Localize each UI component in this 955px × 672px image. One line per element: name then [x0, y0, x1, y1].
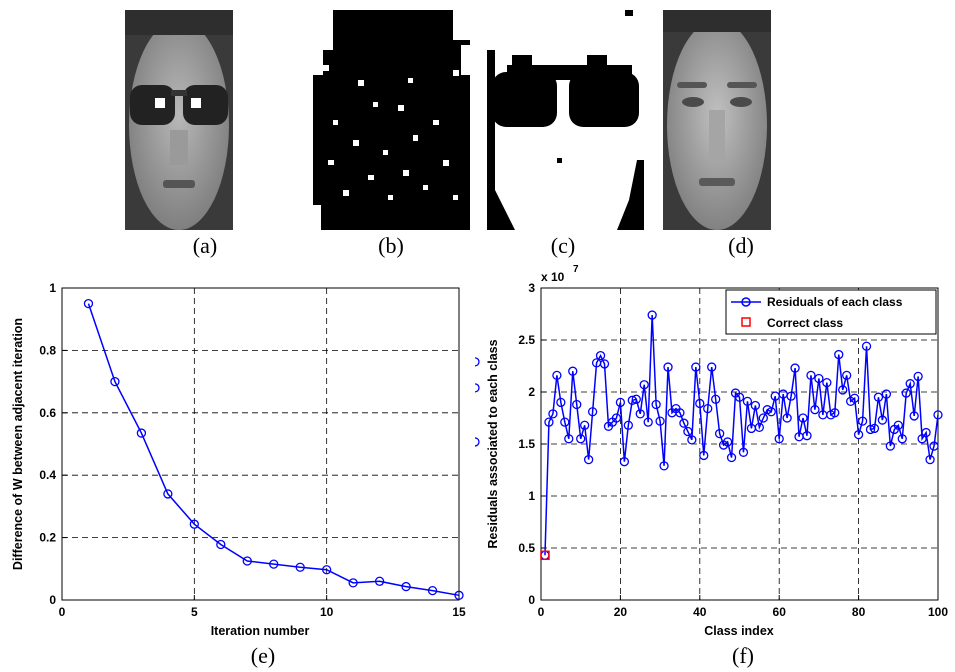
y-tick-label: 0.2	[39, 531, 56, 545]
x-tick-label: 20	[614, 605, 628, 619]
error-mask-image-b	[313, 10, 470, 230]
x-tick-label: 0	[538, 605, 545, 619]
legend: Residuals of each class Correct class	[726, 290, 936, 334]
data-point	[475, 384, 479, 392]
x-tick-label: 10	[320, 605, 334, 619]
y-axis-label: Difference of W between adjacent iterati…	[11, 318, 25, 570]
caption-f: (f)	[713, 643, 773, 669]
y-tick-label: 1	[49, 281, 56, 295]
x-tick-label: 80	[852, 605, 866, 619]
legend-label-residuals: Residuals of each class	[767, 295, 903, 309]
x-tick-label: 5	[191, 605, 198, 619]
x-tick-label: 40	[693, 605, 707, 619]
x-axis-label: Class index	[704, 624, 774, 638]
caption-b: (b)	[361, 233, 421, 259]
y-tick-label: 1	[528, 489, 535, 503]
exponent-power: 7	[573, 264, 579, 275]
face-image-a	[125, 10, 233, 230]
caption-e: (e)	[233, 643, 293, 669]
y-tick-label: 0	[528, 593, 535, 607]
y-tick-label: 0	[49, 593, 56, 607]
y-tick-label: 2.5	[518, 333, 535, 347]
y-tick-label: 0.8	[39, 343, 56, 357]
legend-label-correct: Correct class	[767, 316, 843, 330]
chart-f: 0 20 40 60 80 100 0 0.5 1 1.5 2 2.5 3 x 10 7 Residua…	[475, 255, 955, 642]
exponent-label: x 10	[541, 270, 565, 284]
series-line	[88, 304, 459, 596]
x-tick-label: 0	[59, 605, 66, 619]
y-tick-label: 2	[528, 385, 535, 399]
y-tick-label: 0.6	[39, 406, 56, 420]
data-point	[84, 300, 92, 308]
x-tick-label: 15	[452, 605, 466, 619]
caption-a: (a)	[175, 233, 235, 259]
data-point	[475, 438, 479, 446]
y-tick-label: 3	[528, 281, 535, 295]
face-image-d	[663, 10, 771, 230]
x-axis-label: Iteration number	[211, 624, 310, 638]
y-axis-label: Residuals associated to each class	[486, 339, 500, 548]
y-tick-label: 0.4	[39, 468, 56, 482]
x-tick-label: 60	[773, 605, 787, 619]
x-tick-label: 100	[928, 605, 948, 619]
y-tick-label: 0.5	[518, 541, 535, 555]
series-line-residuals	[545, 315, 938, 555]
chart-e: 0 5 10 15 0 0.2 0.4 0.6 0.8 1 Iteration number Di…	[0, 270, 475, 642]
y-tick-label: 1.5	[518, 437, 535, 451]
occlusion-mask-image-c	[487, 10, 644, 230]
data-point	[475, 358, 479, 366]
